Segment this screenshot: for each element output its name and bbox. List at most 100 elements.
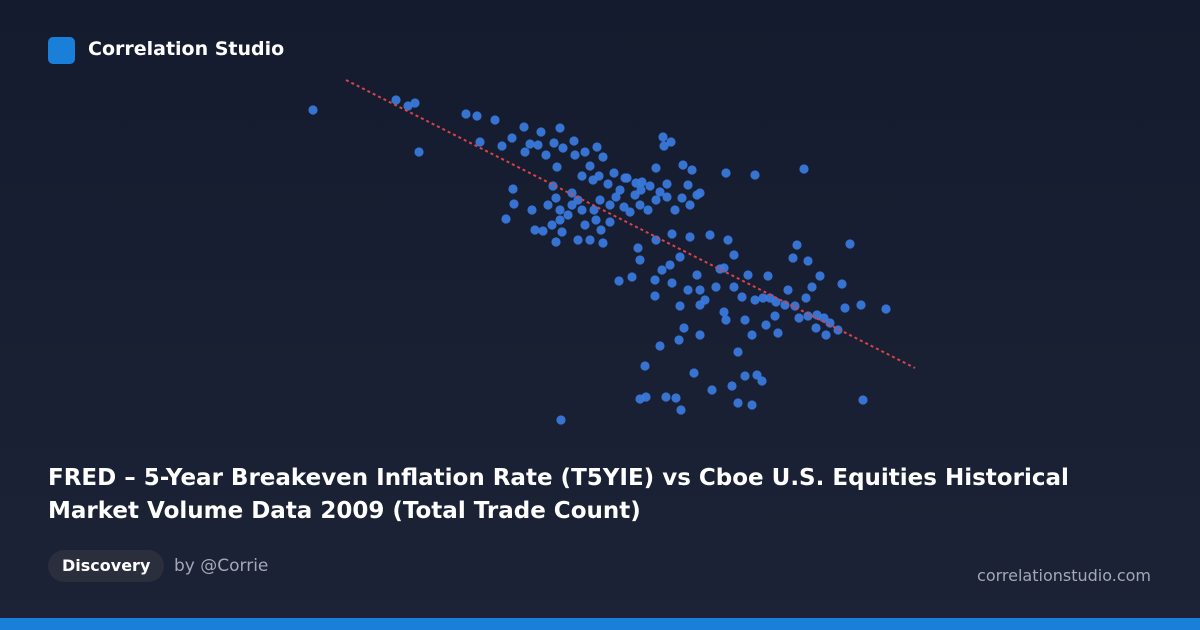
- author[interactable]: by @Corrie: [174, 556, 269, 576]
- point: [520, 147, 530, 157]
- point: [747, 330, 757, 340]
- point: [585, 161, 595, 171]
- point: [881, 304, 891, 314]
- point: [475, 137, 485, 147]
- point: [821, 330, 831, 340]
- point: [655, 187, 665, 197]
- point: [729, 282, 739, 292]
- point: [541, 150, 551, 160]
- point: [594, 171, 604, 181]
- point: [667, 229, 677, 239]
- point: [674, 335, 684, 345]
- point: [577, 171, 587, 181]
- point: [543, 200, 553, 210]
- point: [803, 256, 813, 266]
- point: [750, 170, 760, 180]
- point: [747, 400, 757, 410]
- point: [683, 285, 693, 295]
- point: [508, 184, 518, 194]
- point: [671, 393, 681, 403]
- trend-line: [345, 79, 916, 369]
- point: [551, 193, 561, 203]
- point: [773, 328, 783, 338]
- point: [815, 271, 825, 281]
- point: [740, 315, 750, 325]
- point: [666, 137, 676, 147]
- point: [651, 195, 661, 205]
- point: [551, 237, 561, 247]
- point: [556, 415, 566, 425]
- point: [715, 264, 725, 274]
- point: [497, 141, 507, 151]
- point: [580, 147, 590, 157]
- point: [567, 200, 577, 210]
- point: [569, 136, 579, 146]
- point: [678, 160, 688, 170]
- point: [633, 243, 643, 253]
- point: [662, 192, 672, 202]
- point: [705, 230, 715, 240]
- point: [643, 205, 653, 215]
- point: [527, 205, 537, 215]
- site: correlationstudio.com: [977, 566, 1151, 585]
- point: [598, 238, 608, 248]
- point: [692, 270, 702, 280]
- point: [711, 282, 721, 292]
- point: [803, 311, 813, 321]
- point: [837, 279, 847, 289]
- point: [763, 271, 773, 281]
- point: [391, 95, 401, 105]
- point: [675, 301, 685, 311]
- point: [635, 255, 645, 265]
- point: [609, 168, 619, 178]
- point: [719, 307, 729, 317]
- point: [403, 101, 413, 111]
- point: [589, 205, 599, 215]
- point: [675, 252, 685, 262]
- point: [733, 347, 743, 357]
- point: [721, 315, 731, 325]
- chart: [308, 79, 916, 425]
- point: [695, 330, 705, 340]
- point: [845, 239, 855, 249]
- point: [598, 152, 608, 162]
- point: [783, 285, 793, 295]
- point: [770, 311, 780, 321]
- point: [792, 240, 802, 250]
- point: [856, 300, 866, 310]
- point: [549, 138, 559, 148]
- point: [552, 162, 562, 172]
- point: [580, 220, 590, 230]
- point: [605, 200, 615, 210]
- point: [603, 179, 613, 189]
- tag[interactable]: Discovery: [48, 550, 165, 582]
- point: [558, 143, 568, 153]
- point: [661, 392, 671, 402]
- point: [595, 195, 605, 205]
- brand: Correlation Studio: [88, 38, 285, 60]
- point: [801, 293, 811, 303]
- point: [573, 235, 583, 245]
- point: [679, 323, 689, 333]
- point: [509, 199, 519, 209]
- logo: [48, 37, 75, 64]
- point: [625, 207, 635, 217]
- point: [665, 260, 675, 270]
- point: [707, 385, 717, 395]
- point: [536, 127, 546, 137]
- point: [501, 214, 511, 224]
- point: [472, 111, 482, 121]
- point: [692, 190, 702, 200]
- point: [533, 140, 543, 150]
- point: [729, 250, 739, 260]
- point: [858, 395, 868, 405]
- point: [788, 253, 798, 263]
- point: [555, 205, 565, 215]
- point: [637, 177, 647, 187]
- point: [740, 371, 750, 381]
- point: [635, 200, 645, 210]
- point: [630, 190, 640, 200]
- point: [557, 227, 567, 237]
- point: [689, 368, 699, 378]
